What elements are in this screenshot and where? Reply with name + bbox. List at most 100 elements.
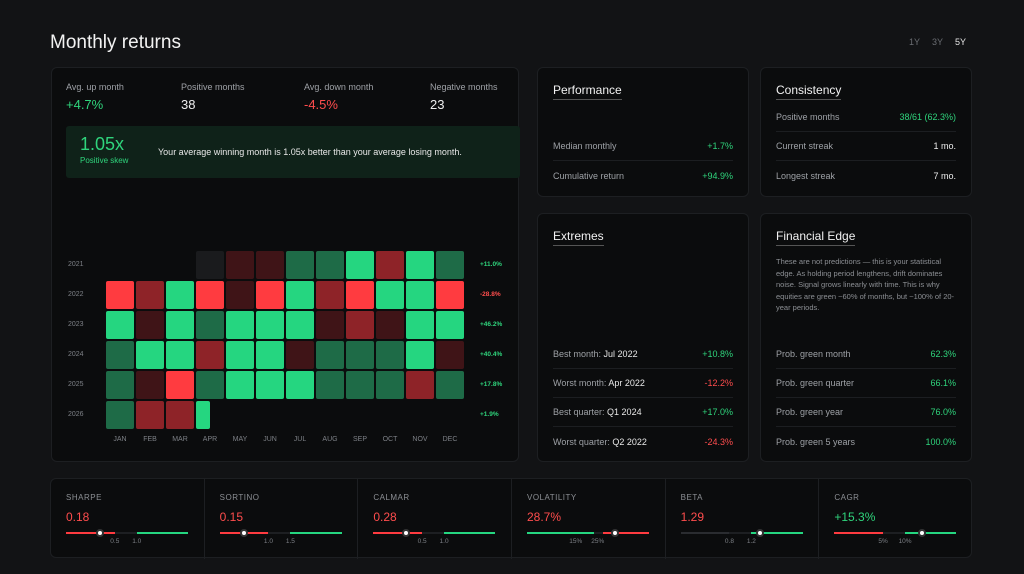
heatmap-cell-2023-nov[interactable] xyxy=(406,311,434,339)
heatmap-cell-2024-sep[interactable] xyxy=(346,341,374,369)
gauge-segment xyxy=(834,532,884,534)
year-label-2025: 2025 xyxy=(68,381,84,388)
heatmap-cell-2024-feb[interactable] xyxy=(136,341,164,369)
month-label-jul: JUL xyxy=(293,436,307,443)
avg-down-label: Avg. down month xyxy=(304,82,374,92)
gauge-segment xyxy=(66,532,115,534)
heatmap-cell-2026-jan[interactable] xyxy=(106,401,134,429)
gauge-marker xyxy=(918,529,927,537)
heatmap-cell-2022-feb[interactable] xyxy=(136,281,164,309)
heatmap-cell-2022-apr[interactable] xyxy=(196,281,224,309)
heatmap-cell-2022-jan[interactable] xyxy=(106,281,134,309)
heatmap-cell-2026-feb[interactable] xyxy=(136,401,164,429)
prob-green-month-row: Prob. green month 62.3% xyxy=(776,340,956,369)
heatmap-cell-2023-oct[interactable] xyxy=(376,311,404,339)
month-label-dec: DEC xyxy=(442,436,458,443)
heatmap-cell-2021-dec[interactable] xyxy=(436,251,464,279)
heatmap-cell-2025-oct[interactable] xyxy=(376,371,404,399)
row-value: +1.7% xyxy=(707,141,733,151)
heatmap-cell-2022-jul[interactable] xyxy=(286,281,314,309)
heatmap-cell-2025-nov[interactable] xyxy=(406,371,434,399)
heatmap-cell-2022-aug[interactable] xyxy=(316,281,344,309)
heatmap-cell-2022-sep[interactable] xyxy=(346,281,374,309)
year-total-2025: +17.8% xyxy=(480,381,503,388)
row-period: Apr 2022 xyxy=(608,378,645,388)
heatmap-cell-2022-dec[interactable] xyxy=(436,281,464,309)
heatmap-cell-2026-apr[interactable] xyxy=(196,401,210,429)
heatmap-cell-2022-oct[interactable] xyxy=(376,281,404,309)
heatmap-cell-2021-oct[interactable] xyxy=(376,251,404,279)
heatmap-cell-2023-jul[interactable] xyxy=(286,311,314,339)
row-label: Median monthly xyxy=(553,141,617,151)
heatmap-cell-2025-may[interactable] xyxy=(226,371,254,399)
row-label: Prob. green 5 years xyxy=(776,436,856,447)
avg-up-stat: Avg. up month +4.7% xyxy=(66,82,124,112)
page-title: Monthly returns xyxy=(50,32,181,53)
heatmap-cell-2023-dec[interactable] xyxy=(436,311,464,339)
heatmap-cell-2021-nov[interactable] xyxy=(406,251,434,279)
heatmap-cell-2024-mar[interactable] xyxy=(166,341,194,369)
month-label-apr: APR xyxy=(202,436,218,443)
heatmap-cell-2024-dec[interactable] xyxy=(436,341,464,369)
heatmap-cell-2023-jan[interactable] xyxy=(106,311,134,339)
period-5y[interactable]: 5Y xyxy=(954,37,966,47)
prob-green-year-row: Prob. green year 76.0% xyxy=(776,398,956,427)
month-label-mar: MAR xyxy=(172,436,188,443)
financial-edge-card: Financial Edge These are not predictions… xyxy=(760,213,972,462)
performance-title: Performance xyxy=(553,83,622,100)
heatmap-cell-2024-aug[interactable] xyxy=(316,341,344,369)
heatmap-cell-2024-may[interactable] xyxy=(226,341,254,369)
heatmap-cell-2021-jun[interactable] xyxy=(256,251,284,279)
skew-message: Your average winning month is 1.05x bett… xyxy=(158,147,462,157)
heatmap-cell-2023-sep[interactable] xyxy=(346,311,374,339)
heatmap-cell-2023-feb[interactable] xyxy=(136,311,164,339)
row-label: Best quarter: Q1 2024 xyxy=(553,407,642,417)
heatmap-cell-2025-mar[interactable] xyxy=(166,371,194,399)
heatmap-cell-2021-may[interactable] xyxy=(226,251,254,279)
row-value: -24.3% xyxy=(704,436,733,447)
heatmap-cell-2022-jun[interactable] xyxy=(256,281,284,309)
heatmap-cell-2025-jun[interactable] xyxy=(256,371,284,399)
heatmap-cell-2023-apr[interactable] xyxy=(196,311,224,339)
heatmap-cell-2025-aug[interactable] xyxy=(316,371,344,399)
heatmap-cell-2022-mar[interactable] xyxy=(166,281,194,309)
heatmap-cell-2021-sep[interactable] xyxy=(346,251,374,279)
heatmap-cell-2025-sep[interactable] xyxy=(346,371,374,399)
heatmap-cell-2026-mar[interactable] xyxy=(166,401,194,429)
gauge-tick-label: 1.0 xyxy=(132,538,142,545)
financial-edge-title: Financial Edge xyxy=(776,229,856,246)
heatmap-cell-2021-apr[interactable] xyxy=(196,251,224,279)
heatmap-cell-2025-dec[interactable] xyxy=(436,371,464,399)
heatmap-cell-2023-may[interactable] xyxy=(226,311,254,339)
performance-card: Performance Median monthly +1.7% Cumulat… xyxy=(537,67,749,197)
heatmap-cell-2023-mar[interactable] xyxy=(166,311,194,339)
heatmap-cell-2022-nov[interactable] xyxy=(406,281,434,309)
heatmap-cell-2024-apr[interactable] xyxy=(196,341,224,369)
period-1y[interactable]: 1Y xyxy=(908,37,920,47)
metric-sortino: SORTINO 0.15 1.0 1.5 xyxy=(205,479,359,559)
heatmap-cell-2024-jun[interactable] xyxy=(256,341,284,369)
row-label: Prob. green month xyxy=(776,349,851,359)
heatmap-cell-2025-jul[interactable] xyxy=(286,371,314,399)
heatmap-cell-2021-aug[interactable] xyxy=(316,251,344,279)
heatmap-cell-2024-jul[interactable] xyxy=(286,341,314,369)
heatmap-cell-2024-oct[interactable] xyxy=(376,341,404,369)
heatmap-cell-2025-apr[interactable] xyxy=(196,371,224,399)
heatmap-cell-2023-jun[interactable] xyxy=(256,311,284,339)
gauge-tick-label: 10% xyxy=(898,538,912,545)
skew-banner: 1.05x Positive skew Your average winning… xyxy=(66,126,520,178)
heatmap-cell-2022-may[interactable] xyxy=(226,281,254,309)
heatmap-cell-2021-jul[interactable] xyxy=(286,251,314,279)
row-label: Prob. green quarter xyxy=(776,378,855,388)
heatmap-cell-2025-feb[interactable] xyxy=(136,371,164,399)
month-label-nov: NOV xyxy=(412,436,428,443)
heatmap-cell-2024-jan[interactable] xyxy=(106,341,134,369)
heatmap-cell-2025-jan[interactable] xyxy=(106,371,134,399)
month-label-may: MAY xyxy=(232,436,248,443)
period-selector: 1Y 3Y 5Y xyxy=(909,37,966,47)
period-3y[interactable]: 3Y xyxy=(931,37,943,47)
heatmap-cell-2024-nov[interactable] xyxy=(406,341,434,369)
worst-quarter-row: Worst quarter: Q2 2022 -24.3% xyxy=(553,427,733,456)
heatmap-cell-2023-aug[interactable] xyxy=(316,311,344,339)
metric-gauge xyxy=(527,529,649,537)
